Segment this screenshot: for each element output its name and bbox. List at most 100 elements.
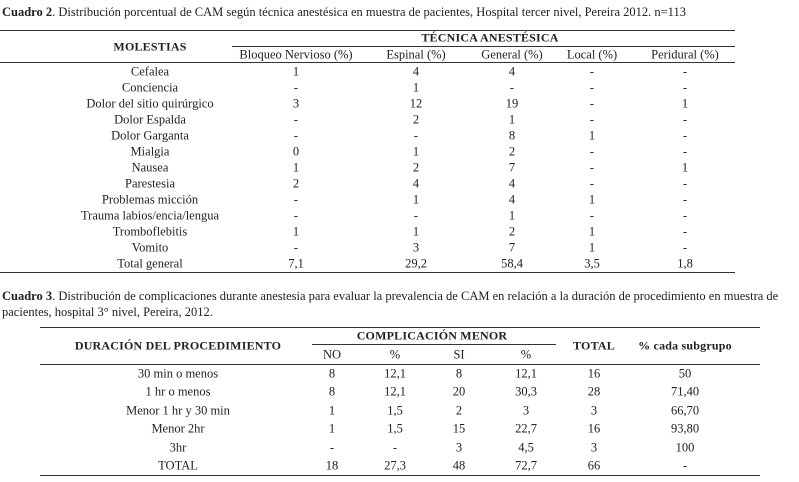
cell: - [682, 64, 688, 79]
cell: 2 [508, 224, 516, 239]
row-label: Menor 1 hr y 30 min [126, 403, 230, 418]
row-label: Conciencia [121, 80, 179, 95]
cell: - [682, 192, 688, 207]
caption-text: . Distribución porcentual de CAM según t… [52, 5, 686, 19]
cell: 15 [452, 421, 466, 436]
cell: 1 [328, 421, 336, 436]
row-label: Cefalea [130, 64, 170, 79]
cell: - [682, 240, 688, 255]
cell: 16 [587, 421, 601, 436]
cell: 72,7 [515, 458, 537, 473]
subheader: % [520, 347, 532, 362]
rule [40, 327, 760, 328]
cell: - [682, 128, 688, 143]
cell: - [682, 144, 688, 159]
cell: 1,5 [387, 421, 403, 436]
cell: - [589, 176, 595, 191]
cell: - [682, 176, 688, 191]
cell: 4 [508, 64, 516, 79]
cell: 3 [292, 96, 300, 111]
subheader: Local (%) [566, 47, 618, 62]
cell: - [293, 112, 299, 127]
row-label: 30 min o menos [137, 366, 219, 381]
cell: 8 [455, 366, 463, 381]
cell: 1 [292, 160, 300, 175]
cell: - [589, 112, 595, 127]
cell: - [589, 160, 595, 175]
subheader: General (%) [481, 47, 543, 62]
cell: 19 [505, 96, 519, 111]
cell: 8 [328, 384, 336, 399]
column-header: MOLESTIAS [113, 39, 187, 54]
cell: 7,1 [288, 256, 304, 271]
cell: - [413, 208, 419, 223]
cell: - [589, 208, 595, 223]
cell: 1 [681, 96, 689, 111]
cell: 1 [681, 160, 689, 175]
row-label: 3hr [169, 440, 187, 455]
cell: - [682, 80, 688, 95]
cell: - [589, 96, 595, 111]
cell: 28 [587, 384, 601, 399]
rule [0, 30, 735, 31]
cell: 8 [508, 128, 516, 143]
cell: 0 [292, 144, 300, 159]
cell: 1 [588, 128, 596, 143]
cell: - [682, 224, 688, 239]
cell: - [293, 192, 299, 207]
cell: - [293, 128, 299, 143]
cell: - [293, 240, 299, 255]
cell: - [413, 128, 419, 143]
rule [312, 344, 556, 345]
cell: 66,70 [670, 403, 700, 418]
cell: 20 [452, 384, 466, 399]
rule [0, 62, 735, 63]
row-label: Menor 2hr [151, 421, 205, 436]
row-label: Mialgia [130, 144, 170, 159]
row-label: Nausea [131, 160, 169, 175]
column-header: TOTAL [573, 338, 615, 353]
caption: Cuadro 3. Distribución de complicaciones… [2, 288, 797, 320]
cell: 1 [412, 80, 420, 95]
row-label: Dolor Espalda [114, 112, 186, 127]
row-label: Dolor Garganta [111, 128, 189, 143]
cell: - [293, 208, 299, 223]
cell: 2 [455, 403, 463, 418]
cell: - [329, 440, 335, 455]
row-label: Total general [117, 256, 183, 271]
cell: 7 [508, 240, 516, 255]
cell: 18 [325, 458, 339, 473]
cell: 1 [508, 112, 516, 127]
cell: 1,5 [387, 403, 403, 418]
cell: - [589, 80, 595, 95]
subheader: NO [322, 347, 342, 362]
cell: - [392, 440, 398, 455]
cell: - [682, 208, 688, 223]
cell: 12,1 [384, 366, 406, 381]
caption: Cuadro 2. Distribución porcentual de CAM… [2, 4, 797, 20]
cell: 100 [675, 440, 695, 455]
cell: 2 [412, 112, 420, 127]
row-label: 1 hr o menos [145, 384, 211, 399]
cell: 1,8 [677, 256, 693, 271]
cell: 1 [412, 144, 420, 159]
cell: 1 [412, 192, 420, 207]
cell: 4 [508, 176, 516, 191]
cell: 3 [522, 403, 530, 418]
cell: 4,5 [518, 440, 534, 455]
subheader: SI [453, 347, 465, 362]
cell: 3 [455, 440, 463, 455]
column-header: DURACIÓN DEL PROCEDIMIENTO [74, 338, 282, 353]
cell: 8 [328, 366, 336, 381]
cell: 7 [508, 160, 516, 175]
cell: 66 [587, 458, 601, 473]
rule [0, 272, 735, 273]
cell: - [509, 80, 515, 95]
rule [40, 475, 760, 476]
row-label: Dolor del sitio quirúrgico [86, 96, 214, 111]
cell: 3 [590, 403, 598, 418]
row-label: TOTAL [158, 458, 198, 473]
cell: 48 [452, 458, 466, 473]
cell: - [589, 64, 595, 79]
